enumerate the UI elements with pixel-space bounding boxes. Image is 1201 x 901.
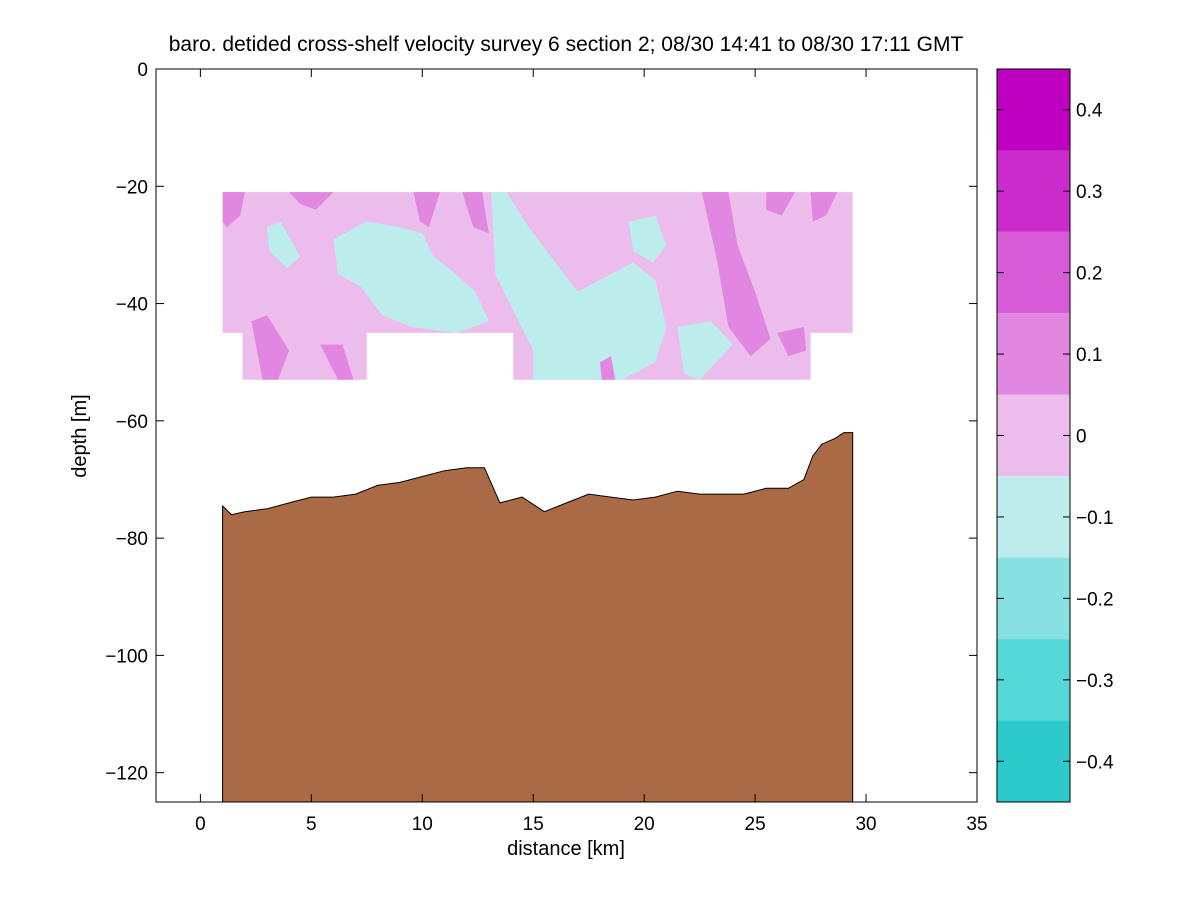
colorbar-band [997, 313, 1070, 395]
contour-patch-neg [677, 321, 733, 380]
colorbar-tick-label: 0 [1076, 427, 1087, 448]
colorbar-band [997, 557, 1070, 640]
colorbar-band [997, 150, 1070, 232]
contour-patch-pos [251, 315, 290, 380]
colorbar-bands [997, 69, 1070, 802]
x-tick-label: 30 [855, 814, 876, 835]
colorbar-tick-label: −0.1 [1076, 508, 1114, 529]
colorbar-band [997, 69, 1070, 151]
contour-patch-pos [810, 192, 838, 222]
contour-patch-pos [777, 327, 807, 357]
x-tick-label: 10 [412, 814, 433, 835]
y-tick-label: 0 [137, 60, 148, 81]
plot-frame [155, 68, 978, 803]
plot-area: 0 5 10 15 20 25 30 35 0 −20 −40 −60 −80 −100 −120 [105, 60, 987, 835]
colorbar-band [997, 639, 1070, 721]
colorbar-tick-label: −0.4 [1076, 752, 1114, 773]
colorbar-band [997, 476, 1070, 558]
colorbar-tick-label: 0.1 [1076, 345, 1102, 366]
colorbar-band [997, 394, 1070, 477]
chart-title: baro. detided cross-shelf velocity surve… [169, 33, 964, 56]
contour-patch-pos [413, 192, 440, 228]
y-tick-label: −120 [105, 764, 148, 785]
x-axis-ticks: 0 5 10 15 20 25 30 35 [195, 69, 988, 835]
colorbar-tick-label: 0.2 [1076, 264, 1102, 285]
colorbar-ticks: 0.4 0.3 0.2 0.1 0 −0.1 −0.2 −0.3 −0.4 [997, 101, 1114, 773]
y-axis-ticks: 0 −20 −40 −60 −80 −100 −120 [105, 60, 977, 785]
contour-patch-neg [333, 221, 489, 333]
y-tick-label: −60 [116, 412, 148, 433]
bathymetry-layer [222, 432, 854, 803]
contour-patch-pos [462, 192, 489, 234]
seafloor-bathymetry [222, 432, 854, 803]
x-tick-label: 35 [966, 814, 987, 835]
colorbar: 0.4 0.3 0.2 0.1 0 −0.1 −0.2 −0.3 −0.4 [996, 68, 1114, 803]
x-tick-label: 0 [195, 814, 206, 835]
velocity-contour-field [222, 192, 853, 380]
colorbar-tick-label: 0.3 [1076, 182, 1102, 203]
contour-patch-pos [766, 192, 795, 216]
contour-patch-pos [222, 192, 245, 228]
x-tick-label: 25 [745, 814, 766, 835]
contour-patch-pos [599, 356, 616, 380]
contour-patch-pos [289, 192, 334, 210]
colorbar-tick-label: −0.3 [1076, 671, 1114, 692]
y-tick-label: −80 [116, 529, 148, 550]
x-tick-label: 5 [306, 814, 317, 835]
x-tick-label: 15 [523, 814, 544, 835]
y-axis-label: depth [m] [69, 394, 91, 477]
contour-patch-pos [320, 344, 354, 380]
contour-patch-neg [491, 192, 667, 380]
colorbar-tick-label: −0.2 [1076, 589, 1114, 610]
y-tick-label: −40 [116, 295, 148, 316]
y-tick-label: −20 [116, 177, 148, 198]
contour-patch-pos [701, 192, 771, 357]
x-tick-label: 20 [634, 814, 655, 835]
y-tick-label: −100 [105, 646, 148, 667]
colorbar-band [997, 231, 1070, 314]
x-axis-label: distance [km] [507, 838, 625, 860]
contour-patch-neg [266, 221, 301, 269]
colorbar-tick-label: 0.4 [1076, 101, 1103, 122]
colorbar-band [997, 720, 1070, 802]
contour-patch-neg [628, 215, 667, 263]
